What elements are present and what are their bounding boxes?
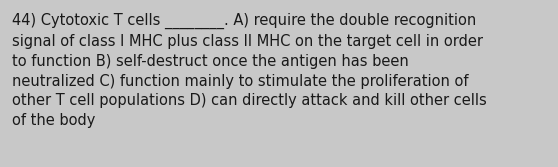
- Text: 44) Cytotoxic T cells ________. A) require the double recognition
signal of clas: 44) Cytotoxic T cells ________. A) requi…: [12, 13, 487, 128]
